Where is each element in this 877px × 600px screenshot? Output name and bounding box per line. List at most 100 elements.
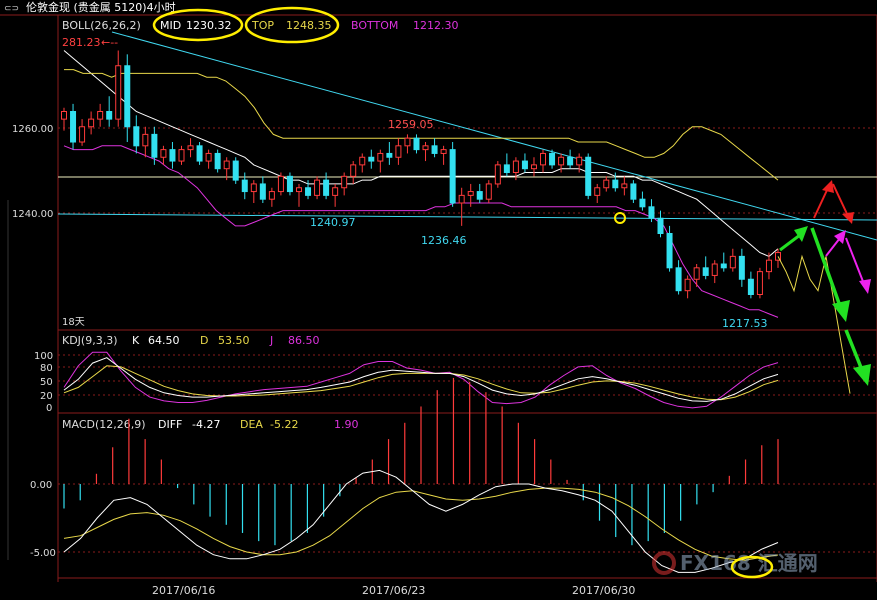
candle-down bbox=[214, 152, 221, 170]
arrow-magenta-down-icon bbox=[845, 237, 871, 294]
link-icon[interactable]: ⊂⊃ bbox=[4, 4, 19, 14]
kdj-tick-20: 20 bbox=[40, 391, 53, 402]
candle-up bbox=[97, 111, 104, 120]
kdj-d-label: D bbox=[200, 334, 208, 347]
kdj-d-line bbox=[63, 365, 779, 401]
candle-up bbox=[693, 267, 700, 280]
kdj-tick-80: 80 bbox=[40, 363, 53, 374]
highlight-ellipse-macd bbox=[730, 555, 774, 579]
candle-up bbox=[295, 187, 302, 193]
annotation-1217: 1217.53 bbox=[722, 317, 768, 330]
macd-label: MACD(12,26,9) bbox=[62, 418, 146, 431]
candle-up bbox=[395, 145, 402, 158]
boll-legend: BOLL(26,26,2) MID 1230.32 TOP 1248.35 BO… bbox=[62, 6, 459, 44]
annotation-high: 281.23 bbox=[62, 36, 101, 49]
arrow-green-down-1-icon bbox=[810, 227, 850, 322]
candle-up bbox=[205, 152, 212, 162]
annotation-1236: 1236.46 bbox=[421, 234, 467, 247]
candle-up bbox=[332, 187, 339, 196]
macd-tick-minus5: -5.00 bbox=[30, 548, 56, 559]
candle-up bbox=[494, 164, 501, 185]
candle-down bbox=[521, 160, 528, 170]
candle-down bbox=[431, 145, 438, 154]
kdj-j-value: 86.50 bbox=[288, 334, 320, 347]
boll-mid-line bbox=[63, 50, 779, 257]
watermark-logo-icon bbox=[652, 551, 676, 575]
boll-bottom-label: BOTTOM bbox=[351, 19, 398, 32]
candle-up bbox=[314, 179, 321, 196]
watermark-text: FX168 汇通网 bbox=[680, 551, 818, 575]
candlestick-series bbox=[61, 50, 781, 299]
candle-down bbox=[151, 133, 158, 158]
annotation-1259: 1259.05 bbox=[388, 118, 434, 131]
candle-up bbox=[603, 179, 610, 189]
candle-down bbox=[232, 160, 239, 181]
candle-up bbox=[711, 263, 718, 276]
candle-up bbox=[79, 126, 86, 143]
candle-down bbox=[585, 156, 592, 196]
date-axis: 2017/06/16 2017/06/23 2017/06/30 bbox=[152, 584, 635, 597]
candle-down bbox=[567, 156, 574, 166]
candle-down bbox=[630, 183, 637, 200]
candle-down bbox=[323, 179, 330, 196]
boll-top-label: TOP bbox=[251, 19, 274, 32]
candle-down bbox=[413, 137, 420, 151]
candle-up bbox=[485, 183, 492, 200]
highlight-circle-breakout bbox=[614, 212, 626, 224]
arrow-red-up-icon bbox=[813, 180, 834, 219]
candle-down bbox=[675, 267, 682, 292]
kdj-tick-0: 0 bbox=[46, 403, 52, 414]
candle-up bbox=[512, 160, 519, 173]
candle-up bbox=[359, 156, 366, 166]
boll-bottom-line bbox=[63, 145, 779, 318]
forecast-arrows bbox=[779, 180, 871, 386]
kdj-j-line bbox=[63, 351, 779, 409]
candle-down bbox=[169, 149, 176, 162]
trendline-down bbox=[111, 31, 877, 241]
candle-up bbox=[729, 255, 736, 269]
candle-up bbox=[187, 145, 194, 151]
candle-down bbox=[106, 111, 113, 120]
kdj-axis: 100 80 50 20 0 bbox=[34, 351, 53, 414]
candle-down bbox=[449, 149, 456, 204]
candle-up bbox=[250, 183, 257, 193]
kdj-k-label: K bbox=[132, 334, 140, 347]
candle-down bbox=[196, 145, 203, 162]
candle-up bbox=[277, 175, 284, 193]
macd-diff-value: -4.27 bbox=[192, 418, 220, 431]
projection-path bbox=[777, 254, 851, 394]
candle-up bbox=[61, 111, 67, 120]
macd-legend: MACD(12,26,9) DIFF -4.27 DEA -5.22 1.90 bbox=[62, 418, 359, 431]
candle-down bbox=[747, 278, 754, 295]
horizontal-level-1240 bbox=[57, 213, 877, 221]
candle-up bbox=[530, 164, 537, 170]
kdj-k-value: 64.50 bbox=[148, 334, 180, 347]
candle-down bbox=[612, 179, 619, 189]
candle-down bbox=[386, 152, 393, 158]
annotation-1240: 1240.97 bbox=[310, 216, 356, 229]
candle-up bbox=[540, 152, 547, 166]
boll-mid-value: 1230.32 bbox=[186, 19, 232, 32]
boll-bottom-value: 1212.30 bbox=[413, 19, 459, 32]
candle-up bbox=[377, 152, 384, 162]
macd-dea-label: DEA bbox=[240, 418, 263, 431]
annotation-days: 18天 bbox=[62, 317, 85, 328]
macd-hist-value: 1.90 bbox=[334, 418, 359, 431]
candle-down bbox=[305, 187, 312, 196]
candle-up bbox=[440, 149, 447, 154]
candle-down bbox=[503, 164, 510, 173]
price-tick-1240: 1240.00 bbox=[12, 209, 53, 220]
date-label-0623: 2017/06/23 bbox=[362, 584, 425, 597]
macd-tick-0: 0.00 bbox=[30, 480, 52, 491]
candle-up bbox=[594, 187, 601, 196]
candle-down bbox=[738, 255, 745, 280]
kdj-j-label: J bbox=[269, 334, 273, 347]
candle-up bbox=[775, 252, 781, 261]
macd-dea-line bbox=[63, 487, 779, 561]
macd-diff-line bbox=[63, 469, 779, 573]
candle-up bbox=[404, 137, 411, 147]
boll-mid-label: MID bbox=[160, 19, 181, 32]
price-axis: 1260.00 1240.00 bbox=[12, 124, 53, 220]
candle-up bbox=[160, 149, 167, 158]
